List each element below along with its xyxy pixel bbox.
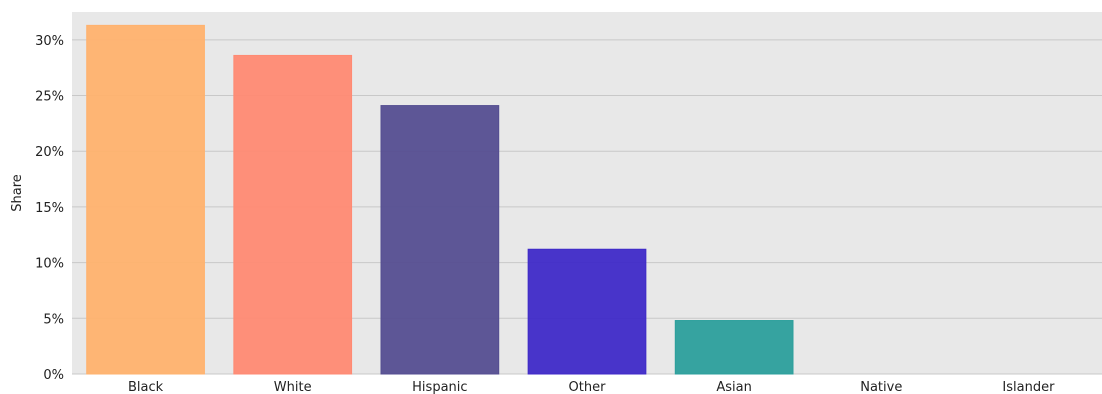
y-tick-label: 30% <box>35 34 64 49</box>
y-tick-label: 20% <box>35 145 64 160</box>
x-axis-ticks: Black White Hispanic Other Asian Native Island… <box>128 380 1055 394</box>
y-axis-ticks: 0% 5% 10% 15% 20% 25% 30% <box>35 34 64 383</box>
x-tick-label: Hispanic <box>412 380 467 394</box>
y-tick-label: 0% <box>43 368 64 383</box>
bars <box>86 24 794 375</box>
y-tick-label: 25% <box>35 90 64 105</box>
bar-asian <box>674 320 794 375</box>
bar-white <box>233 54 353 375</box>
y-axis-label: Share <box>10 174 25 212</box>
bar-other <box>527 248 647 375</box>
y-tick-label: 15% <box>35 201 64 216</box>
x-tick-label: Black <box>128 380 164 394</box>
y-tick-label: 5% <box>43 312 64 327</box>
x-tick-label: Asian <box>716 380 751 394</box>
x-tick-label: Other <box>569 380 607 394</box>
bar-hispanic <box>380 105 500 375</box>
x-tick-label: White <box>274 380 312 394</box>
x-tick-label: Islander <box>1002 380 1055 394</box>
bar-black <box>86 24 205 375</box>
x-tick-label: Native <box>860 380 902 394</box>
y-tick-label: 10% <box>35 257 64 272</box>
